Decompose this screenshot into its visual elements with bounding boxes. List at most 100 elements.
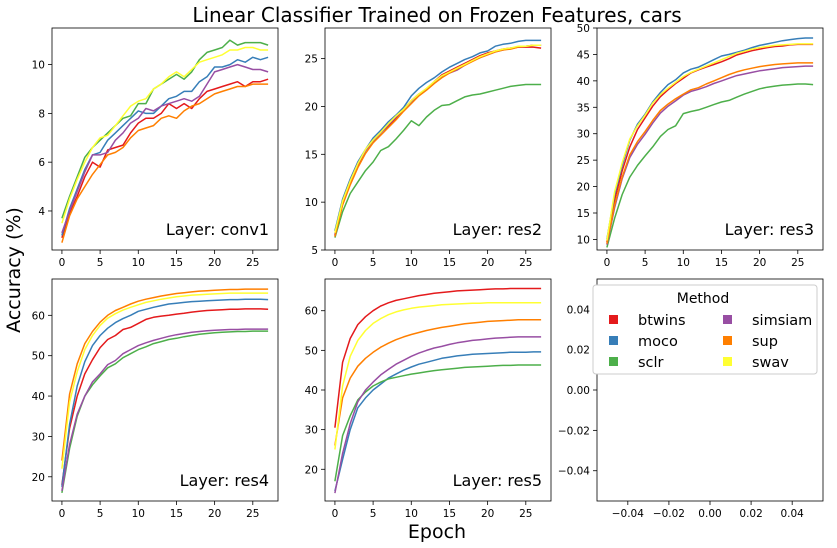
panel-res5: 0 5 10 15 20 25 20 30 40 50 60 Layer: res5 [305, 278, 552, 520]
series-line-sclr [334, 364, 542, 482]
y-tick-label: 30 [577, 129, 590, 141]
x-tick-label: 5 [370, 257, 377, 269]
figure-title: Linear Classifier Trained on Frozen Feat… [192, 3, 681, 27]
panel-res3: 0 5 10 15 20 25 10 15 20 25 30 35 40 45 50 Layer: res3 [577, 23, 824, 269]
legend-marker-btwins [609, 315, 618, 324]
series-line-moco [334, 351, 542, 492]
x-tick-label: 0 [332, 508, 339, 520]
legend-frame [592, 284, 818, 375]
y-tick-label: 35 [577, 102, 590, 114]
legend-title: Method [677, 291, 730, 307]
panel-res4: 0 5 10 15 20 25 20 30 40 50 60 Layer: res4 [32, 278, 279, 520]
y-tick-label: 20 [32, 472, 45, 484]
x-tick-label: 0.02 [739, 508, 762, 520]
y-tick-label: 8 [38, 108, 45, 120]
legend: Method btwins moco sclr simsiam sup swav [592, 284, 818, 375]
x-tick-label: 10 [132, 257, 145, 269]
x-tick-label: 0 [59, 508, 66, 520]
legend-label-swav: swav [752, 355, 789, 371]
x-tick-label: 25 [246, 508, 259, 520]
series-line-moco [61, 298, 269, 487]
y-tick-label: 45 [577, 49, 590, 61]
x-tick-label: 0.04 [780, 508, 804, 520]
legend-label-btwins: btwins [638, 313, 686, 329]
y-tick-label: 40 [305, 385, 318, 397]
series-line-sclr [61, 330, 269, 494]
legend-marker-moco [609, 336, 618, 345]
x-tick-label: 25 [246, 257, 259, 269]
series-line-sup [334, 319, 542, 446]
y-tick-label: 4 [38, 206, 45, 218]
x-tick-label: 5 [370, 508, 377, 520]
series-line-btwins [61, 78, 269, 239]
axes-frame [596, 27, 824, 251]
y-tick-label: 20 [577, 182, 590, 194]
series-line-sup [334, 44, 542, 237]
series-line-sup [606, 62, 814, 244]
panel-empty: −0.04 −0.02 0.00 0.02 0.04 −0.04 −0.02 0.00 0.02… [558, 278, 824, 520]
axes-frame [51, 27, 279, 251]
series-line-sclr [606, 83, 814, 248]
x-tick-label: 20 [753, 257, 766, 269]
x-tick-label: 15 [170, 508, 183, 520]
panel-label: Layer: res4 [180, 471, 269, 490]
y-tick-label: 10 [32, 60, 45, 72]
series-line-swav [606, 43, 814, 241]
x-tick-label: 0 [332, 257, 339, 269]
legend-label-moco: moco [638, 334, 678, 350]
series-line-swav [334, 302, 542, 450]
x-tick-label: 25 [791, 257, 804, 269]
panel-label: Layer: res2 [453, 220, 542, 239]
y-tick-label: 30 [32, 431, 45, 443]
x-tick-label: 20 [481, 508, 494, 520]
series-line-swav [61, 292, 269, 469]
series-line-sup [61, 288, 269, 461]
y-tick-label: 40 [577, 76, 590, 88]
x-tick-label: 20 [208, 257, 221, 269]
x-tick-label: 20 [481, 257, 494, 269]
series-line-simsiam [606, 65, 814, 245]
y-tick-label: 10 [577, 234, 590, 246]
legend-label-simsiam: simsiam [752, 313, 812, 329]
series-line-moco [606, 37, 814, 240]
y-tick-label: 10 [305, 197, 318, 209]
x-tick-label: 5 [642, 257, 649, 269]
x-tick-label: 0 [59, 257, 66, 269]
panel-res2: 0 5 10 15 20 25 5 10 15 20 25 Layer: res2 [305, 27, 552, 269]
series-line-swav [334, 44, 542, 233]
y-tick-label: 20 [305, 101, 318, 113]
legend-marker-simsiam [723, 315, 732, 324]
series-line-simsiam [334, 336, 542, 494]
x-tick-label: −0.04 [612, 508, 644, 520]
x-tick-label: 15 [443, 257, 456, 269]
x-tick-label: 10 [405, 508, 418, 520]
y-tick-label: 15 [305, 149, 318, 161]
y-tick-label: 25 [577, 155, 590, 167]
series-line-simsiam [334, 44, 542, 235]
series-line-sclr [61, 39, 269, 219]
series-line-moco [61, 56, 269, 236]
series-line-sclr [334, 83, 542, 238]
x-tick-label: 0 [604, 257, 611, 269]
y-tick-label: 50 [577, 23, 590, 35]
x-tick-label: −0.02 [653, 508, 685, 520]
axes-frame [51, 278, 279, 502]
legend-marker-sclr [609, 357, 618, 366]
y-tick-label: 0.00 [567, 385, 590, 397]
legend-marker-swav [723, 357, 732, 366]
y-tick-label: 50 [32, 351, 45, 363]
y-tick-label: 60 [305, 306, 318, 318]
x-tick-label: 15 [443, 508, 456, 520]
y-tick-label: −0.04 [558, 466, 590, 478]
y-tick-label: 20 [305, 464, 318, 476]
axes-frame [324, 27, 552, 251]
series-line-swav [61, 46, 269, 224]
figure-xlabel: Epoch [408, 521, 466, 543]
legend-label-sup: sup [752, 334, 778, 350]
x-tick-label: 25 [519, 257, 532, 269]
x-tick-label: 15 [170, 257, 183, 269]
series-line-sup [61, 83, 269, 243]
x-tick-label: 5 [97, 508, 104, 520]
legend-label-sclr: sclr [638, 355, 664, 371]
